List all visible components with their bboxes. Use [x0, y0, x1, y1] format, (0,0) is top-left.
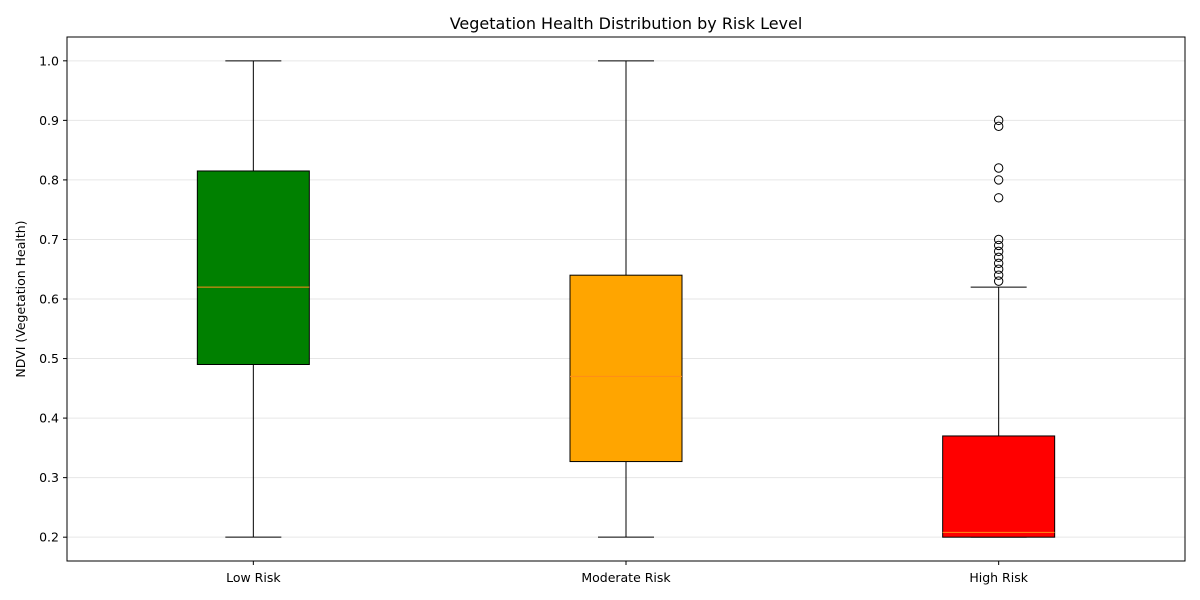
y-tick-label: 0.6 [39, 292, 59, 307]
iqr-box [569, 274, 683, 463]
y-tick-label: 0.8 [39, 172, 59, 187]
outlier-point [993, 276, 1004, 286]
outlier-point [993, 121, 1004, 132]
outlier-point [993, 175, 1004, 185]
x-tick-label: Moderate Risk [581, 570, 671, 585]
y-tick-label: 0.9 [39, 113, 59, 128]
outlier-point [993, 234, 1004, 245]
outlier-point [993, 115, 1004, 126]
iqr-box [942, 435, 1056, 538]
y-axis: 0.2 0.3 0.4 0.5 0.6 0.7 0.8 0.9 1.0 [39, 53, 67, 545]
box-high-risk [942, 115, 1056, 538]
y-tick-label: 0.5 [39, 351, 59, 366]
y-tick-label: 0.7 [39, 232, 59, 247]
y-tick-label: 0.2 [39, 530, 59, 545]
x-tick-label: High Risk [969, 570, 1028, 585]
outlier-point [993, 270, 1004, 280]
y-tick-label: 0.4 [39, 411, 59, 426]
box-moderate-risk [569, 60, 683, 538]
outlier-point [993, 193, 1004, 203]
outlier-point [993, 240, 1004, 251]
boxes [196, 60, 1056, 538]
outlier-point [993, 252, 1004, 263]
outlier-point [993, 163, 1004, 173]
y-tick-label: 0.3 [39, 470, 59, 485]
box-low-risk [196, 60, 310, 538]
outlier-point [993, 246, 1004, 257]
x-tick-label: Low Risk [226, 570, 281, 585]
outlier-point [993, 264, 1004, 274]
x-axis: Low Risk Moderate Risk High Risk [226, 561, 1029, 585]
outlier-point [993, 258, 1004, 268]
chart-title: Vegetation Health Distribution by Risk L… [450, 14, 803, 33]
y-tick-label: 1.0 [39, 53, 59, 68]
iqr-box [196, 170, 310, 365]
y-axis-label: NDVI (Vegetation Health) [13, 220, 28, 377]
